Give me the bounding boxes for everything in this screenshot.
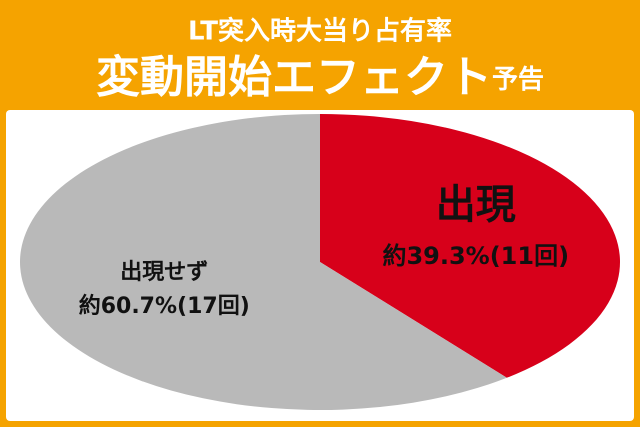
slice-name: 出現 xyxy=(436,182,516,228)
pie-slice xyxy=(320,114,621,378)
slice-value-label: 約39.3%(11回) xyxy=(382,242,569,270)
chart-subtitle: 変動開始エフェクト予告 xyxy=(96,52,544,103)
slice-value-label: 約60.7%(17回) xyxy=(79,293,250,319)
subtitle-main: 変動開始エフェクト xyxy=(96,52,492,103)
subtitle-suffix: 予告 xyxy=(492,65,544,95)
chart-title: LT突入時大当り占有率 xyxy=(188,16,452,47)
slice-name: 出現せず xyxy=(120,260,208,285)
pie-slice xyxy=(20,114,507,410)
